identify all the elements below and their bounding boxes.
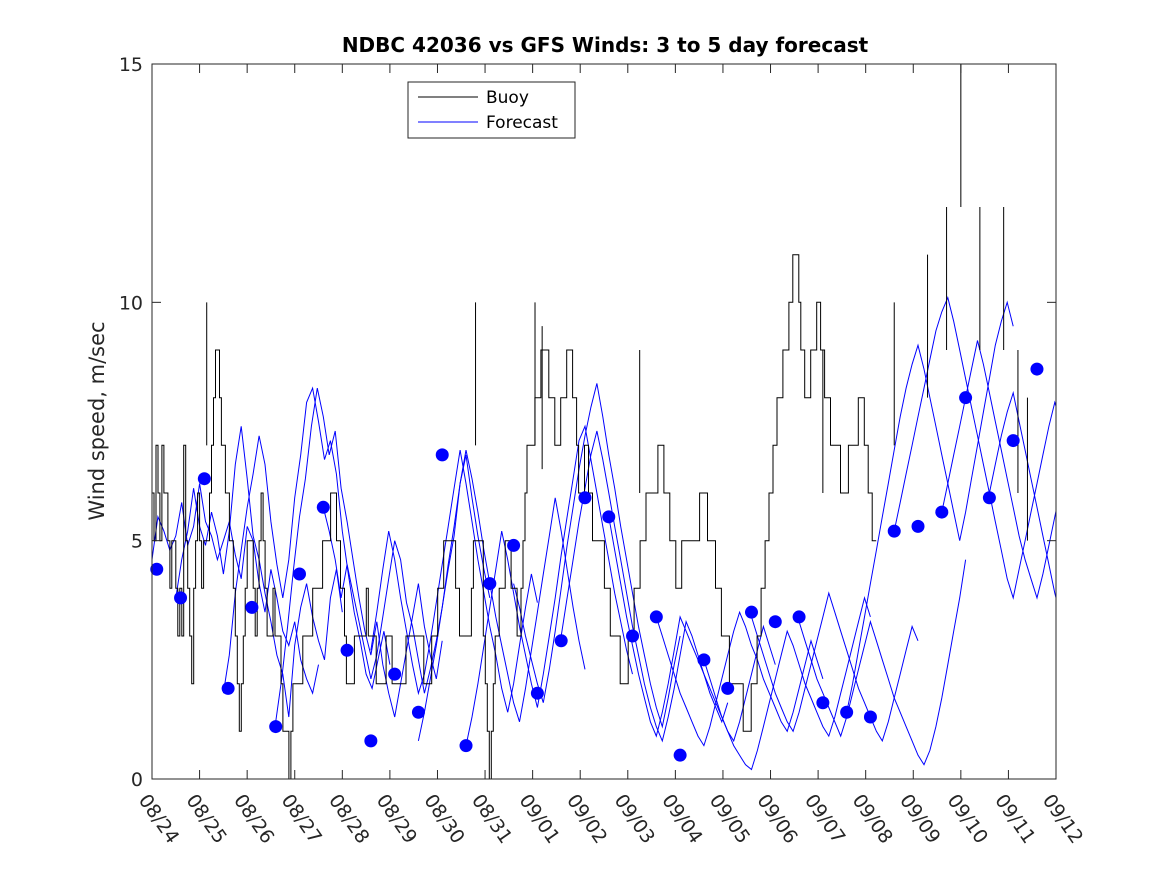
forecast-marker-35 xyxy=(959,391,973,405)
forecast-markers xyxy=(150,362,1044,762)
forecast-marker-15 xyxy=(483,577,497,591)
forecast-marker-30 xyxy=(840,705,854,719)
axis-ticks xyxy=(151,63,1057,780)
forecast-marker-23 xyxy=(673,748,687,762)
forecast-marker-5 xyxy=(245,600,259,614)
forecast-marker-7 xyxy=(292,567,306,581)
forecast-marker-17 xyxy=(530,686,544,700)
forecast-marker-18 xyxy=(554,634,568,648)
forecast-run-line-11 xyxy=(608,516,776,743)
forecast-marker-20 xyxy=(602,510,616,524)
forecast-run-line-19 xyxy=(988,390,1056,600)
legend-buoy-label: Buoy xyxy=(486,88,529,108)
forecast-marker-33 xyxy=(911,519,925,533)
forecast-marker-34 xyxy=(935,505,949,519)
forecast-marker-32 xyxy=(887,524,901,538)
buoy-series xyxy=(152,64,1028,779)
forecast-marker-21 xyxy=(626,629,640,643)
forecast-marker-27 xyxy=(768,615,782,629)
forecast-run-line-6 xyxy=(370,450,538,713)
forecast-marker-24 xyxy=(697,653,711,667)
ytick-label-0: 0 xyxy=(131,769,143,791)
forecast-marker-26 xyxy=(744,605,758,619)
forecast-run-line-12 xyxy=(655,610,824,747)
ytick-label-2: 10 xyxy=(119,292,143,314)
forecast-run-line-16 xyxy=(846,300,1014,713)
forecast-marker-14 xyxy=(459,739,473,753)
forecast-marker-8 xyxy=(316,500,330,514)
forecast-marker-2 xyxy=(174,591,188,605)
forecast-marker-9 xyxy=(340,643,354,657)
forecast-marker-10 xyxy=(364,734,378,748)
legend-box xyxy=(407,81,576,139)
forecast-run-line-13 xyxy=(703,596,871,771)
y-tick-labels: 0 5 10 15 xyxy=(119,54,143,791)
y-axis-label: Wind speed, m/sec xyxy=(85,321,109,520)
forecast-run-line-3 xyxy=(222,386,391,694)
forecast-marker-16 xyxy=(507,538,521,552)
forecast-marker-31 xyxy=(863,710,877,724)
ytick-label-3: 15 xyxy=(119,54,143,76)
forecast-marker-11 xyxy=(388,667,402,681)
forecast-marker-1 xyxy=(150,562,164,576)
forecast-marker-37 xyxy=(1006,434,1020,448)
legend: Buoy Forecast xyxy=(407,81,576,139)
forecast-marker-25 xyxy=(721,681,735,695)
forecast-run-line-17 xyxy=(893,296,1056,600)
legend-forecast-label: Forecast xyxy=(486,113,558,133)
forecast-run-line-7 xyxy=(417,449,586,742)
forecast-marker-6 xyxy=(269,720,283,734)
plot-frame xyxy=(151,63,1057,780)
forecast-run-line-14 xyxy=(751,591,919,743)
forecast-marker-36 xyxy=(982,491,996,505)
chart-title: NDBC 42036 vs GFS Winds: 3 to 5 day fore… xyxy=(342,33,869,57)
forecast-series xyxy=(152,296,1056,771)
forecast-marker-12 xyxy=(411,705,425,719)
forecast-run-line-4 xyxy=(275,387,443,722)
forecast-marker-28 xyxy=(792,610,806,624)
forecast-marker-22 xyxy=(649,610,663,624)
forecast-marker-19 xyxy=(578,491,592,505)
forecast-marker-29 xyxy=(816,696,830,710)
forecast-marker-3 xyxy=(197,472,211,486)
forecast-run-line-1 xyxy=(152,483,319,695)
ytick-label-1: 5 xyxy=(131,531,143,553)
buoy-line xyxy=(152,254,877,779)
forecast-marker-4 xyxy=(221,681,235,695)
forecast-marker-13 xyxy=(435,448,449,462)
forecast-run-line-18 xyxy=(941,340,1056,600)
forecast-marker-38 xyxy=(1030,362,1044,376)
